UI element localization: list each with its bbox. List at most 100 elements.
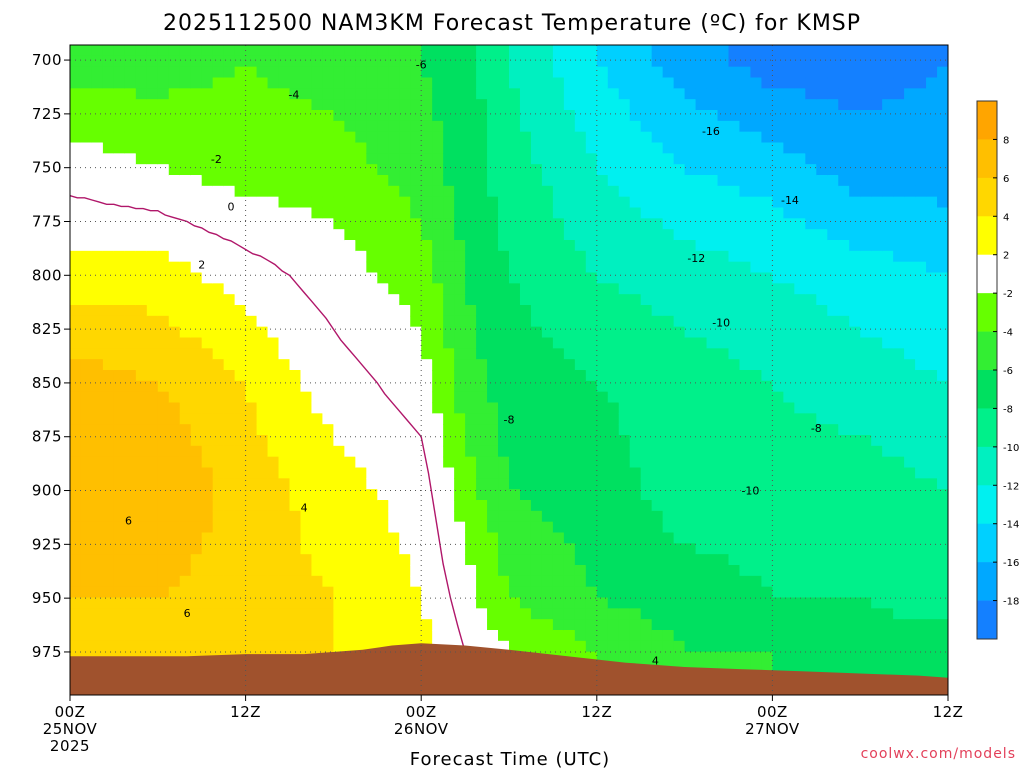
- field-cell: [168, 608, 181, 620]
- field-cell: [410, 489, 422, 501]
- field-cell: [113, 196, 126, 209]
- field-cell: [333, 77, 345, 89]
- field-cell: [256, 45, 269, 57]
- field-cell: [267, 110, 280, 122]
- field-cell: [322, 619, 334, 631]
- field-cell: [662, 185, 675, 198]
- field-cell: [135, 45, 148, 57]
- field-cell: [706, 391, 719, 404]
- field-cell: [70, 131, 82, 144]
- field-cell: [256, 532, 269, 544]
- x-axis-label: Forecast Time (UTC): [410, 749, 610, 768]
- field-cell: [201, 597, 214, 609]
- field-cell: [80, 575, 93, 588]
- field-cell: [487, 521, 499, 534]
- field-cell: [937, 305, 948, 317]
- field-cell: [717, 110, 730, 122]
- field-cell: [212, 110, 225, 122]
- field-cell: [289, 619, 302, 631]
- field-cell: [717, 424, 730, 436]
- field-cell: [333, 326, 345, 339]
- field-cell: [860, 370, 872, 382]
- field-cell: [289, 532, 302, 544]
- field-cell: [596, 467, 609, 479]
- field-cell: [783, 445, 795, 458]
- field-cell: [70, 348, 82, 360]
- field-cell: [585, 402, 598, 414]
- field-cell: [695, 88, 708, 100]
- field-cell: [322, 413, 334, 425]
- field-cell: [91, 456, 104, 469]
- field-cell: [223, 380, 236, 393]
- field-cell: [366, 315, 378, 328]
- field-cell: [761, 207, 773, 219]
- contour-label: -6: [416, 58, 427, 71]
- field-cell: [849, 131, 861, 144]
- field-cell: [377, 88, 389, 100]
- contour-label: 6: [184, 607, 191, 620]
- field-cell: [662, 88, 675, 100]
- field-cell: [717, 272, 730, 284]
- field-cell: [300, 619, 313, 631]
- field-cell: [761, 45, 773, 57]
- field-cell: [673, 651, 686, 664]
- field-cell: [70, 142, 82, 154]
- field-cell: [871, 424, 883, 436]
- field-cell: [673, 348, 686, 360]
- field-cell: [289, 218, 302, 230]
- field-cell: [915, 630, 927, 642]
- field-cell: [750, 348, 763, 360]
- field-cell: [234, 370, 247, 382]
- field-cell: [728, 66, 741, 79]
- field-cell: [849, 651, 861, 664]
- field-cell: [267, 315, 280, 328]
- field-cell: [882, 229, 894, 241]
- field-cell: [498, 619, 510, 631]
- field-cell: [311, 510, 324, 523]
- field-cell: [113, 630, 126, 642]
- field-cell: [102, 445, 115, 458]
- field-cell: [838, 543, 850, 555]
- field-cell: [596, 261, 609, 274]
- field-cell: [926, 77, 938, 89]
- field-cell: [245, 164, 258, 176]
- field-cell: [157, 305, 170, 317]
- field-cell: [541, 467, 554, 479]
- field-cell: [596, 283, 609, 295]
- field-cell: [124, 597, 137, 609]
- field-cell: [289, 500, 302, 512]
- field-cell: [344, 370, 356, 382]
- field-cell: [750, 500, 763, 512]
- field-cell: [915, 402, 927, 414]
- field-cell: [596, 565, 609, 577]
- field-cell: [278, 510, 291, 523]
- field-cell: [607, 521, 620, 534]
- field-cell: [146, 261, 159, 274]
- field-cell: [541, 380, 554, 393]
- field-cell: [256, 575, 269, 588]
- field-cell: [267, 326, 280, 339]
- field-cell: [794, 565, 806, 577]
- field-cell: [322, 435, 334, 447]
- field-cell: [871, 283, 883, 295]
- field-cell: [926, 261, 938, 274]
- field-cell: [684, 586, 697, 599]
- field-cell: [124, 424, 137, 436]
- field-cell: [113, 66, 126, 79]
- field-cell: [388, 55, 400, 68]
- field-cell: [937, 99, 948, 111]
- field-cell: [640, 348, 653, 360]
- field-cell: [80, 586, 93, 599]
- field-cell: [366, 608, 378, 620]
- field-cell: [70, 326, 82, 339]
- field-cell: [102, 229, 115, 241]
- field-cell: [871, 445, 883, 458]
- field-cell: [201, 283, 214, 295]
- field-cell: [443, 77, 455, 89]
- field-cell: [618, 315, 631, 328]
- field-cell: [388, 229, 400, 241]
- field-cell: [289, 207, 302, 219]
- field-cell: [849, 337, 861, 349]
- field-cell: [926, 185, 938, 198]
- field-cell: [684, 315, 697, 328]
